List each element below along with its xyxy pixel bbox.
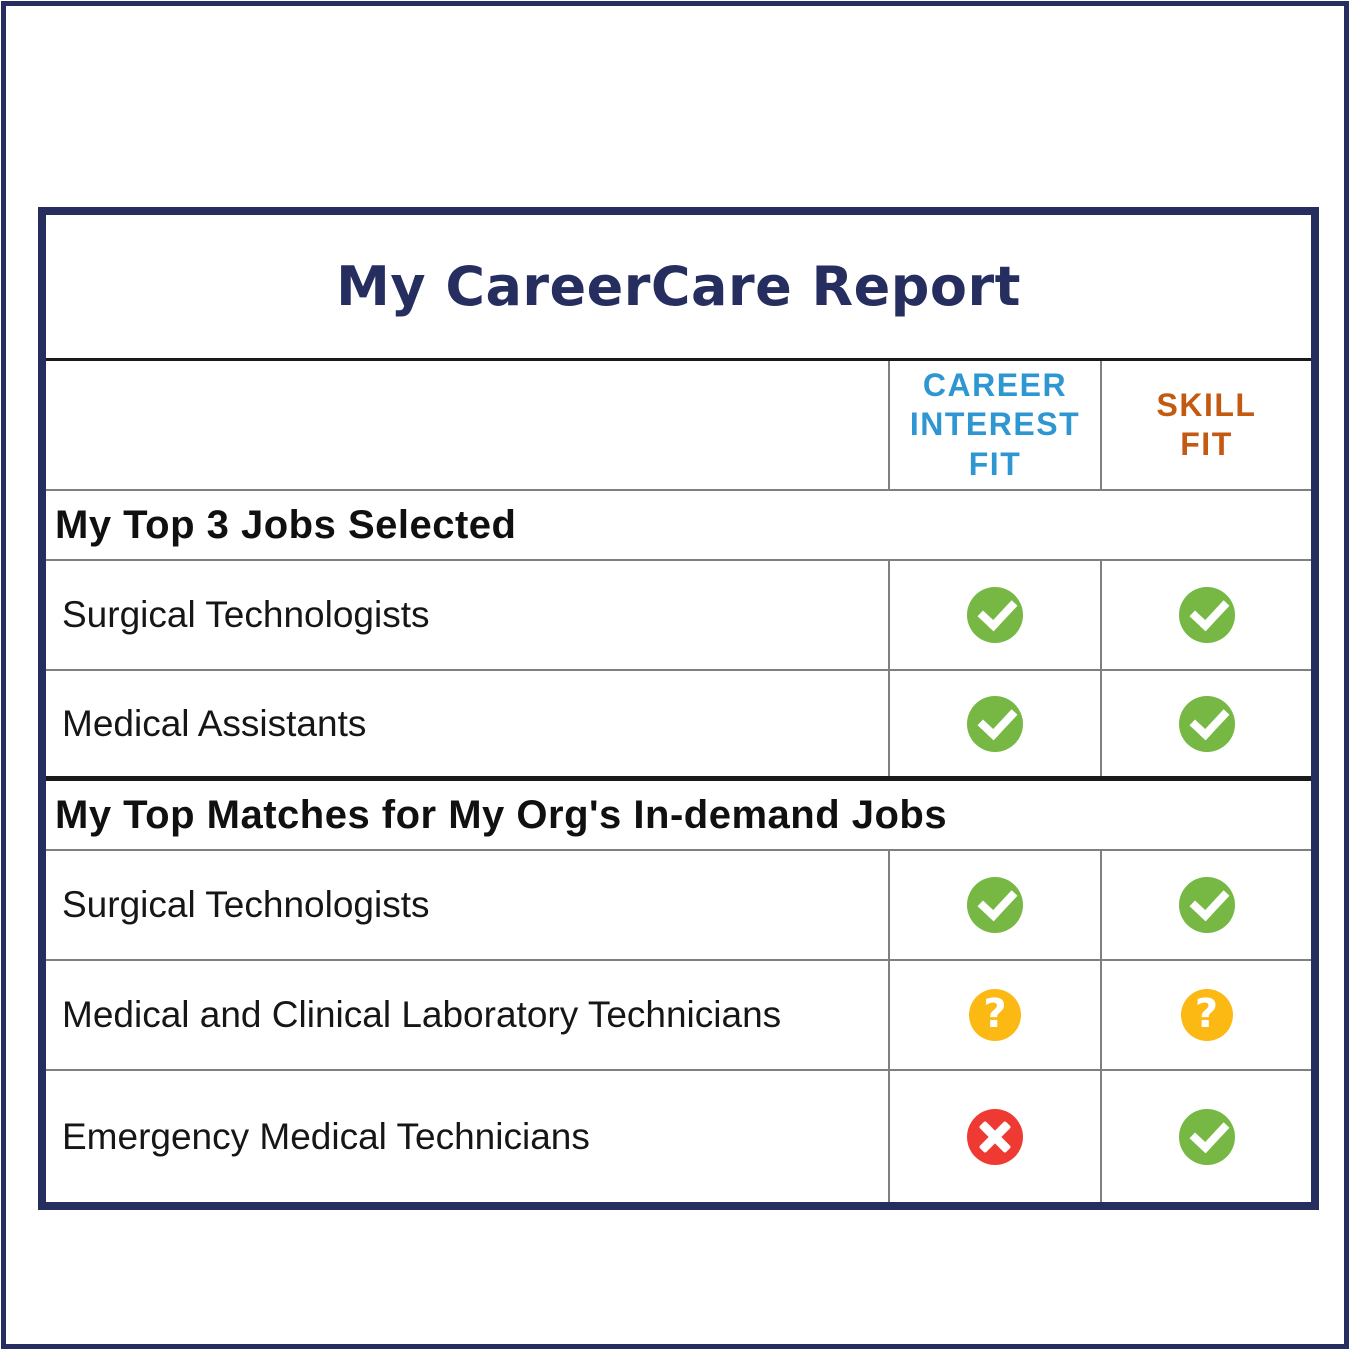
cross-icon <box>967 1108 1023 1165</box>
check-icon <box>967 587 1023 643</box>
question-icon <box>969 989 1021 1041</box>
table-row: Medical and Clinical Laboratory Technici… <box>46 961 1311 1071</box>
career-interest-fit-cell <box>888 961 1100 1069</box>
check-icon <box>1178 587 1235 643</box>
check-icon <box>1178 877 1235 933</box>
career-interest-fit-cell <box>888 671 1100 776</box>
table-row: Medical Assistants <box>46 671 1311 781</box>
job-label: Medical Assistants <box>62 702 367 744</box>
job-label: Medical and Clinical Laboratory Technici… <box>62 994 782 1035</box>
check-icon <box>967 695 1023 752</box>
table-row: Emergency Medical Technicians <box>46 1071 1311 1202</box>
check-icon <box>967 877 1023 933</box>
career-interest-fit-cell <box>888 561 1100 669</box>
section-header-top-3-jobs: My Top 3 Jobs Selected <box>46 491 1311 561</box>
skill-fit-cell <box>1100 851 1311 959</box>
column-header-career-interest-fit: CAREER INTEREST FIT <box>888 361 1100 489</box>
skill-fit-cell <box>1100 1071 1311 1202</box>
skill-fit-cell <box>1100 671 1311 776</box>
career-interest-fit-cell <box>888 851 1100 959</box>
career-interest-fit-cell <box>888 1071 1100 1202</box>
job-label: Surgical Technologists <box>62 594 430 635</box>
question-icon <box>1180 989 1233 1041</box>
check-icon <box>1178 1108 1235 1165</box>
job-label: Surgical Technologists <box>62 884 430 925</box>
table-row: Surgical Technologists <box>46 851 1311 961</box>
skill-fit-cell <box>1100 961 1311 1069</box>
column-header-skill-fit: SKILL FIT <box>1100 361 1311 489</box>
skill-fit-cell <box>1100 561 1311 669</box>
page-title: My CareerCare Report <box>336 255 1021 318</box>
careercare-report-table: My CareerCare Report CAREER INTEREST FIT… <box>38 207 1319 1210</box>
check-icon <box>1178 695 1235 752</box>
job-label: Emergency Medical Technicians <box>62 1115 590 1157</box>
empty-header-cell <box>46 361 888 489</box>
column-header-row: CAREER INTEREST FIT SKILL FIT <box>46 361 1311 491</box>
section-header-top-matches-in-demand: My Top Matches for My Org's In-demand Jo… <box>46 781 1311 851</box>
report-title-row: My CareerCare Report <box>46 215 1311 361</box>
table-row: Surgical Technologists <box>46 561 1311 671</box>
